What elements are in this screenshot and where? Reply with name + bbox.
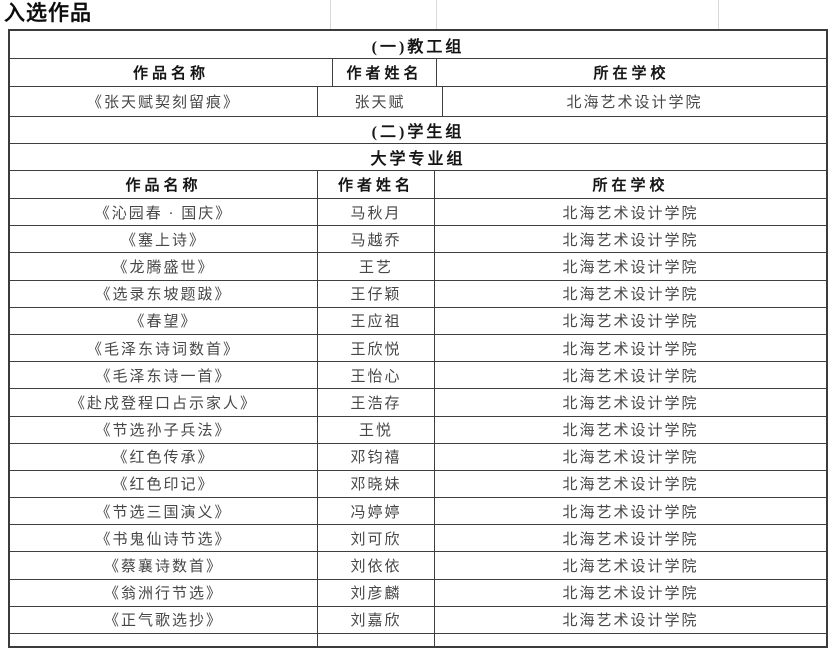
work-title-cell: 《正气歌选抄》: [103, 613, 223, 630]
section-title-student-row: (二)学生组: [10, 117, 826, 144]
subsection-title-university: 大学专业组: [370, 151, 466, 168]
author-name-cell: 张天赋: [317, 87, 443, 116]
school-cell: 北海艺术设计学院: [562, 368, 699, 385]
school-cell: 北海艺术设计学院: [566, 95, 703, 111]
school-cell: 北海艺术设计学院: [562, 559, 699, 576]
faculty-header-row: 作品名称 作者姓名 所在学校: [10, 59, 826, 87]
work-title-cell: 《毛泽东诗一首》: [95, 368, 232, 385]
table-row: 《塞上诗》 马越乔 北海艺术设计学院: [10, 226, 826, 254]
school-cell: 北海艺术设计学院: [562, 613, 699, 630]
author-name-cell: 马秋月: [317, 199, 435, 226]
school-cell: 北海艺术设计学院: [562, 395, 699, 412]
work-title-cell: 《红色印记》: [112, 477, 215, 494]
work-title-cell: 《节选孙子兵法》: [95, 423, 232, 440]
work-title-cell: 《毛泽东诗词数首》: [86, 341, 240, 358]
author-name-cell: 王浩存: [317, 389, 435, 416]
student-header-row: 作品名称 作者姓名 所在学校: [10, 171, 826, 199]
work-title-cell: 《春望》: [129, 314, 198, 331]
table-row: 《红色印记》 邓晓妹 北海艺术设计学院: [10, 470, 826, 499]
author-name-cell: 刘彦麟: [317, 579, 435, 606]
author-name-cell: 刘可欣: [317, 525, 435, 552]
author-name-cell: 王艺: [317, 253, 435, 280]
school-cell: 北海艺术设计学院: [562, 531, 699, 548]
selected-works-table: (一)教工组 作品名称 作者姓名 所在学校 《张天赋契刻留痕》 张天赋 北海艺术…: [8, 29, 828, 648]
school-cell: [435, 634, 826, 646]
work-title-cell: 《张天赋契刻留痕》: [86, 95, 240, 111]
section-title-student: (二)学生组: [371, 124, 465, 141]
school-cell: 北海艺术设计学院: [562, 341, 699, 358]
school-cell: 北海艺术设计学院: [562, 450, 699, 467]
column-header-work: 作品名称: [125, 178, 202, 194]
work-title-cell: 《蔡襄诗数首》: [103, 559, 223, 576]
school-cell: 北海艺术设计学院: [562, 259, 699, 276]
table-row: 《龙腾盛世》 王艺 北海艺术设计学院: [10, 253, 826, 281]
school-cell: 北海艺术设计学院: [562, 232, 699, 249]
column-header-school: 所在学校: [592, 178, 669, 194]
school-cell: 北海艺术设计学院: [562, 287, 699, 304]
student-rows: 《沁园春 · 国庆》 马秋月 北海艺术设计学院 《塞上诗》 马越乔 北海艺术设计…: [10, 199, 826, 634]
section-title-faculty: (一)教工组: [371, 38, 465, 56]
author-name-cell: 王欣悦: [317, 334, 435, 362]
table-row: 《张天赋契刻留痕》 张天赋 北海艺术设计学院: [10, 87, 826, 117]
work-title-cell: 《塞上诗》: [120, 232, 206, 249]
subsection-title-university-row: 大学专业组: [10, 144, 826, 171]
school-cell: 北海艺术设计学院: [562, 314, 699, 331]
work-title-cell: 《翁洲行节选》: [103, 586, 223, 603]
table-row: 《节选三国演义》 冯婷婷 北海艺术设计学院: [10, 498, 826, 526]
author-name-cell: 邓钧禧: [317, 443, 435, 470]
table-row: 《春望》 王应祖 北海艺术设计学院: [10, 307, 826, 335]
table-row: 《毛泽东诗一首》 王怡心 北海艺术设计学院: [10, 362, 826, 390]
work-title-cell: 《节选三国演义》: [95, 504, 232, 521]
column-header-author: 作者姓名: [332, 59, 437, 86]
work-title-cell: 《书鬼仙诗节选》: [95, 531, 232, 548]
table-row: 《红色传承》 邓钧禧 北海艺术设计学院: [10, 443, 826, 471]
author-name-cell: [317, 634, 435, 646]
sheet-gridline: [330, 0, 331, 29]
partial-row: [10, 634, 826, 646]
author-name-cell: 马越乔: [317, 226, 435, 253]
table-row: 《正气歌选抄》 刘嘉欣 北海艺术设计学院: [10, 606, 826, 634]
author-name-cell: 冯婷婷: [317, 498, 435, 525]
school-cell: 北海艺术设计学院: [562, 477, 699, 494]
sheet-gridline: [436, 0, 437, 29]
author-name-cell: 王怡心: [317, 362, 435, 389]
author-name-cell: 刘依依: [317, 552, 435, 579]
table-row: 《赴戍登程口占示家人》 王浩存 北海艺术设计学院: [10, 389, 826, 417]
section-title-faculty-row: (一)教工组: [10, 31, 826, 59]
author-name-cell: 王仔颖: [317, 280, 435, 307]
column-header-work: 作品名称: [132, 66, 209, 82]
column-header-school: 所在学校: [593, 66, 670, 82]
table-row: 《节选孙子兵法》 王悦 北海艺术设计学院: [10, 416, 826, 444]
table-row: 《翁洲行节选》 刘彦麟 北海艺术设计学院: [10, 579, 826, 607]
table-row: 《沁园春 · 国庆》 马秋月 北海艺术设计学院: [10, 199, 826, 227]
school-cell: 北海艺术设计学院: [562, 205, 699, 222]
sheet-gridline: [718, 0, 719, 29]
school-cell: 北海艺术设计学院: [562, 586, 699, 603]
page-title: 入选作品: [4, 2, 92, 25]
author-name-cell: 王悦: [317, 416, 435, 443]
work-title-cell: [10, 634, 317, 646]
author-name-cell: 邓晓妹: [317, 470, 435, 498]
table-row: 《选录东坡题跋》 王仔颖 北海艺术设计学院: [10, 280, 826, 308]
table-row: 《书鬼仙诗节选》 刘可欣 北海艺术设计学院: [10, 525, 826, 553]
work-title-cell: 《沁园春 · 国庆》: [94, 205, 233, 222]
table-row: 《蔡襄诗数首》 刘依依 北海艺术设计学院: [10, 552, 826, 580]
author-name-cell: 刘嘉欣: [317, 606, 435, 633]
school-cell: 北海艺术设计学院: [562, 423, 699, 440]
column-header-author: 作者姓名: [317, 171, 435, 198]
author-name-cell: 王应祖: [317, 307, 435, 334]
faculty-rows: 《张天赋契刻留痕》 张天赋 北海艺术设计学院: [10, 87, 826, 117]
work-title-cell: 《赴戍登程口占示家人》: [69, 395, 257, 412]
school-cell: 北海艺术设计学院: [562, 504, 699, 521]
table-row: 《毛泽东诗词数首》 王欣悦 北海艺术设计学院: [10, 334, 826, 363]
work-title-cell: 《红色传承》: [112, 450, 215, 467]
work-title-cell: 《龙腾盛世》: [112, 259, 215, 276]
work-title-cell: 《选录东坡题跋》: [95, 287, 232, 304]
